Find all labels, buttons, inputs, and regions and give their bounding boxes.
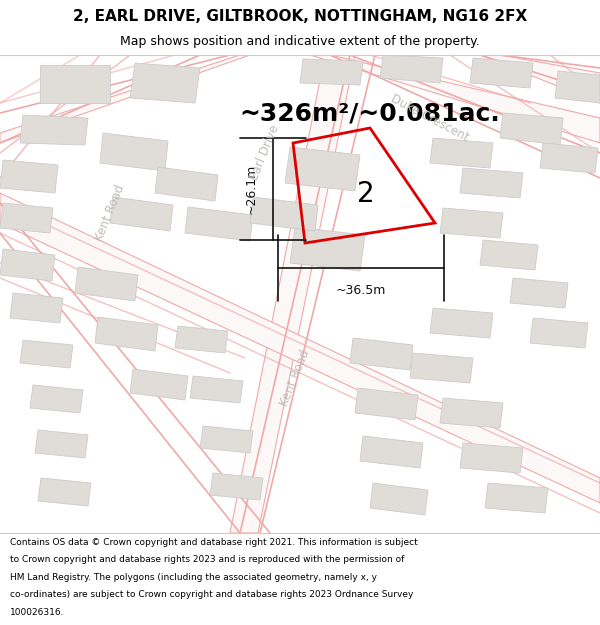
Polygon shape	[460, 168, 523, 198]
Text: Duke Crescent: Duke Crescent	[389, 92, 471, 144]
Text: 2: 2	[357, 180, 374, 208]
Polygon shape	[20, 115, 88, 145]
Text: Contains OS data © Crown copyright and database right 2021. This information is : Contains OS data © Crown copyright and d…	[10, 538, 418, 547]
Polygon shape	[485, 483, 548, 513]
Polygon shape	[130, 63, 200, 103]
Polygon shape	[470, 58, 533, 88]
Polygon shape	[0, 55, 250, 143]
Polygon shape	[95, 317, 158, 351]
Text: ~26.1m: ~26.1m	[245, 164, 257, 214]
Polygon shape	[130, 369, 188, 400]
Polygon shape	[355, 388, 418, 420]
Polygon shape	[370, 483, 428, 515]
Polygon shape	[500, 113, 563, 145]
Polygon shape	[185, 207, 253, 241]
Polygon shape	[210, 473, 263, 500]
Polygon shape	[380, 55, 443, 83]
Polygon shape	[540, 143, 598, 173]
Polygon shape	[460, 443, 523, 473]
Polygon shape	[75, 267, 138, 301]
Text: co-ordinates) are subject to Crown copyright and database rights 2023 Ordnance S: co-ordinates) are subject to Crown copyr…	[10, 590, 413, 599]
Polygon shape	[100, 133, 168, 171]
Polygon shape	[35, 430, 88, 458]
Polygon shape	[40, 65, 110, 103]
Text: 100026316.: 100026316.	[10, 608, 65, 616]
Polygon shape	[20, 340, 73, 368]
Polygon shape	[300, 59, 363, 85]
Polygon shape	[290, 227, 365, 271]
Polygon shape	[555, 71, 600, 103]
Polygon shape	[530, 318, 588, 348]
Polygon shape	[310, 55, 600, 143]
Polygon shape	[38, 478, 91, 506]
Polygon shape	[0, 160, 58, 193]
Polygon shape	[10, 293, 63, 323]
Polygon shape	[430, 308, 493, 338]
Polygon shape	[0, 193, 600, 503]
Text: Kent Road: Kent Road	[278, 348, 312, 408]
Text: HM Land Registry. The polygons (including the associated geometry, namely x, y: HM Land Registry. The polygons (includin…	[10, 572, 377, 581]
Polygon shape	[480, 240, 538, 270]
Text: ~326m²/~0.081ac.: ~326m²/~0.081ac.	[239, 101, 500, 125]
Polygon shape	[155, 167, 218, 201]
Polygon shape	[410, 353, 473, 383]
Polygon shape	[190, 376, 243, 403]
Polygon shape	[510, 278, 568, 308]
Text: Earl Drive: Earl Drive	[248, 124, 282, 182]
Text: ~36.5m: ~36.5m	[336, 284, 386, 296]
Text: to Crown copyright and database rights 2023 and is reproduced with the permissio: to Crown copyright and database rights 2…	[10, 555, 404, 564]
Polygon shape	[175, 326, 228, 353]
Polygon shape	[285, 147, 360, 191]
Text: 2, EARL DRIVE, GILTBROOK, NOTTINGHAM, NG16 2FX: 2, EARL DRIVE, GILTBROOK, NOTTINGHAM, NG…	[73, 9, 527, 24]
Polygon shape	[480, 55, 600, 103]
Polygon shape	[0, 203, 53, 233]
Polygon shape	[250, 197, 318, 231]
Polygon shape	[430, 138, 493, 168]
Polygon shape	[110, 197, 173, 231]
Polygon shape	[440, 208, 503, 238]
Text: Kent Road: Kent Road	[93, 183, 127, 243]
Polygon shape	[440, 398, 503, 428]
Polygon shape	[0, 249, 55, 281]
Polygon shape	[350, 338, 413, 370]
Polygon shape	[230, 55, 355, 533]
Polygon shape	[360, 436, 423, 468]
Text: Map shows position and indicative extent of the property.: Map shows position and indicative extent…	[120, 35, 480, 48]
Polygon shape	[30, 385, 83, 413]
Polygon shape	[200, 426, 253, 453]
